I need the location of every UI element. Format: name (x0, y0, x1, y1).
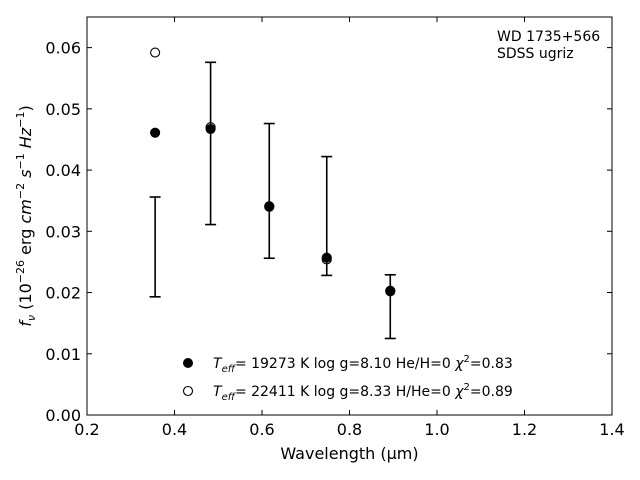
y-tick-label: 0.01 (45, 345, 81, 364)
y-axis-label: fν (10−26 erg cm−2 s−1 Hz−1) (14, 105, 38, 326)
ylabel-close: ) (16, 105, 35, 111)
x-tick-label: 0.2 (74, 420, 99, 439)
y-tick-label: 0.05 (45, 100, 81, 119)
legend-entry-2: Teff= 22411 K log g=8.33 H/He=0 χ2=0.89 (213, 382, 513, 403)
point-model-1 (150, 127, 161, 138)
point-model-2 (150, 47, 161, 58)
axis-ticks: 0.2 0.4 0.6 0.8 1.0 1.2 1.4 0.00 0.01 0.02 0.03 0.0… (45, 17, 625, 439)
object-name-annotation: WD 1735+566 (497, 29, 600, 45)
point-model-2 (205, 122, 216, 133)
y-tick-label: 0.00 (45, 406, 81, 425)
point-model-2 (264, 201, 275, 212)
legend-marker-open (182, 385, 194, 397)
ylabel-f: f (16, 319, 35, 327)
ylabel-nu: ν (25, 315, 38, 321)
ylabel-exp3: −1 (14, 153, 27, 169)
x-tick-label: 0.6 (249, 420, 274, 439)
ylabel-exp2: −2 (14, 183, 27, 199)
plot-frame (86, 16, 613, 416)
ylabel-cm: cm (16, 199, 35, 223)
legend-marker-filled (183, 358, 193, 368)
ylabel-open: (10 (16, 283, 35, 315)
ylabel-s: s (16, 170, 35, 183)
ylabel-exp4: −1 (14, 112, 27, 128)
legend: Teff= 19273 K log g=8.10 He/H=0 χ2=0.83 … (182, 354, 513, 403)
x-axis-label: Wavelength (μm) (280, 444, 418, 463)
legend-entry-1: Teff= 19273 K log g=8.10 He/H=0 χ2=0.83 (213, 354, 513, 375)
survey-annotation: SDSS ugriz (497, 46, 574, 62)
ylabel-hz: Hz (16, 127, 35, 153)
x-tick-label: 0.8 (337, 420, 362, 439)
x-tick-label: 1.0 (424, 420, 449, 439)
y-tick-label: 0.06 (45, 39, 81, 58)
y-tick-label: 0.03 (45, 222, 81, 241)
ylabel-erg: erg (16, 224, 35, 260)
y-tick-label: 0.02 (45, 284, 81, 303)
x-tick-label: 0.4 (162, 420, 187, 439)
ylabel-exp1: −26 (14, 260, 27, 283)
point-model-2 (321, 254, 332, 265)
x-tick-label: 1.2 (512, 420, 537, 439)
data-points (150, 47, 396, 297)
error-bars (149, 61, 396, 340)
y-tick-label: 0.04 (45, 161, 81, 180)
x-tick-label: 1.4 (599, 420, 624, 439)
point-model-2 (385, 286, 396, 297)
